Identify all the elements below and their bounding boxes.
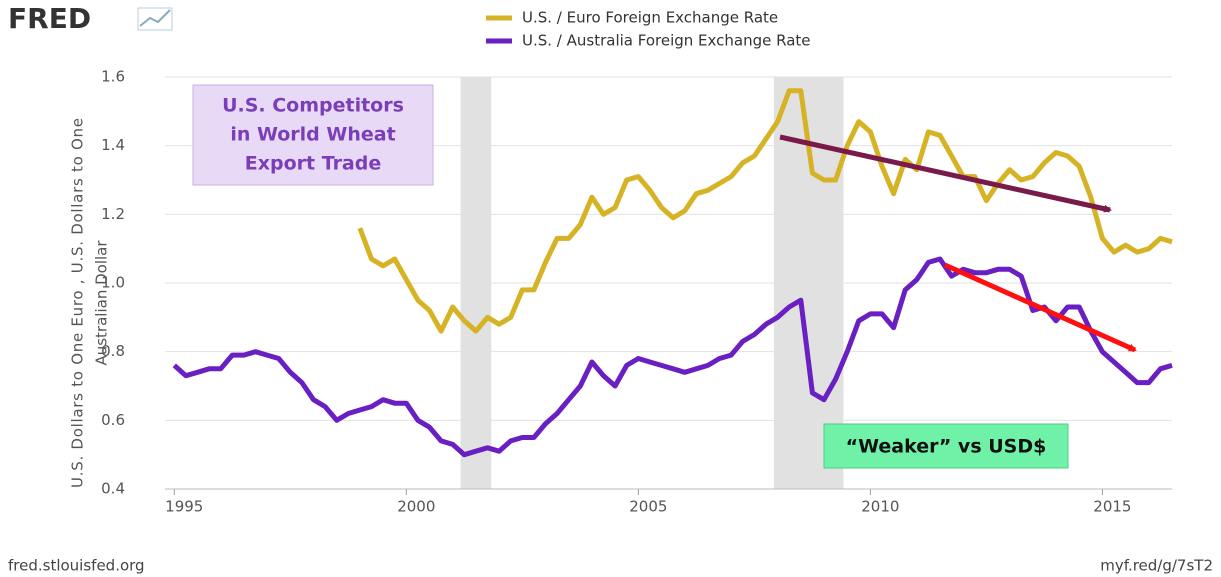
- y-axis-label: U.S. Dollars to One Euro , U.S. Dollars …: [69, 118, 87, 488]
- y-tick-label: 0.4: [101, 480, 125, 498]
- y-tick-label: 0.6: [101, 411, 125, 429]
- annotation-text: U.S. Competitors: [222, 95, 404, 117]
- x-tick-label: 2000: [397, 498, 435, 516]
- annotation-box: [823, 423, 1069, 469]
- logo-icon: [139, 9, 171, 27]
- y-tick-label: 1.6: [101, 68, 125, 86]
- annotation-box: [192, 84, 434, 186]
- y-axis-label: Australian Dollar: [93, 240, 111, 366]
- footer-left: fred.stlouisfed.org: [8, 557, 145, 575]
- y-tick-label: 1.2: [101, 205, 125, 223]
- y-tick-label: 0.8: [101, 342, 125, 360]
- footer-right: myf.red/g/7sT2: [1100, 557, 1213, 575]
- annotation-text: Export Trade: [245, 153, 382, 175]
- annotation-text: in World Wheat: [230, 124, 395, 146]
- series-line: [172, 256, 1173, 458]
- trend-arrow: [779, 134, 1112, 213]
- x-tick-label: 2015: [1093, 498, 1131, 516]
- x-tick-label: 2005: [629, 498, 667, 516]
- trend-arrow: [943, 262, 1137, 353]
- y-tick-label: 1.4: [101, 136, 125, 154]
- legend-label: U.S. / Australia Foreign Exchange Rate: [522, 32, 811, 50]
- series-line: [357, 88, 1173, 334]
- annotation-text: “Weaker” vs USD$: [846, 436, 1047, 458]
- logo-frame: [137, 7, 173, 31]
- x-tick-label: 2010: [861, 498, 899, 516]
- legend-label: U.S. / Euro Foreign Exchange Rate: [522, 9, 778, 27]
- y-tick-label: 1.0: [101, 274, 125, 292]
- brand-logo: FRED: [8, 2, 91, 35]
- x-tick-label: 1995: [165, 498, 203, 516]
